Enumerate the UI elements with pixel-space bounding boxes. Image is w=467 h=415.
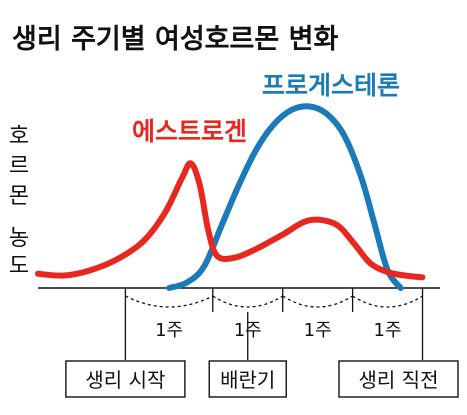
- week-label: 1주: [304, 320, 332, 341]
- marker-box: [65, 360, 186, 398]
- marker-box: [208, 360, 287, 398]
- week-arc: [125, 295, 214, 308]
- marker-label: 생리 직전: [359, 368, 439, 392]
- week-arc: [282, 295, 353, 308]
- estrogen-label: 에스트로겐: [132, 117, 247, 146]
- week-arc: [212, 295, 284, 308]
- series-labels: 에스트로겐 프로게스테론: [132, 71, 400, 146]
- week-brackets: 1주 1주 1주 1주: [124, 288, 424, 341]
- y-axis-label-char: 농: [9, 226, 29, 251]
- marker-label: 배란기: [220, 368, 275, 392]
- y-axis-label-char: 호: [9, 124, 29, 149]
- week-arc: [352, 295, 423, 308]
- progesterone-label: 프로게스테론: [262, 71, 400, 100]
- series-group: [35, 103, 426, 291]
- chart-title: 생리 주기별 여성호르몬 변화: [12, 24, 338, 55]
- marker-label: 생리 시작: [85, 368, 165, 392]
- y-axis-label-char: 몬: [9, 184, 29, 209]
- y-axis-label-char: 도: [9, 254, 29, 279]
- estrogen-line: [35, 160, 426, 281]
- phase-markers: 생리 시작 배란기 생리 직전: [65, 312, 459, 398]
- y-axis-label-char: 르: [9, 154, 29, 179]
- week-label: 1주: [155, 320, 183, 341]
- week-label: 1주: [374, 320, 402, 341]
- marker-box: [338, 360, 459, 398]
- progesterone-line: [166, 103, 404, 291]
